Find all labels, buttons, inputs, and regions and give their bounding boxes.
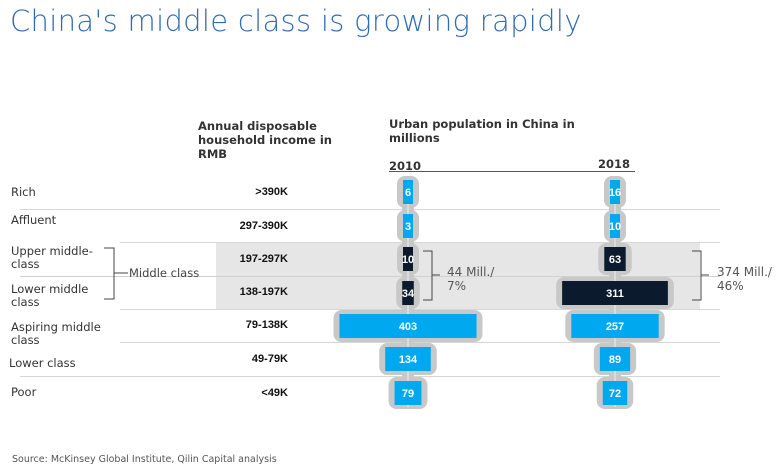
bar-2010-5 bbox=[385, 347, 431, 371]
year-2010-label: 2010 bbox=[389, 159, 422, 173]
bar-label-2010-3: 34 bbox=[402, 288, 415, 300]
population-header: Urban population in China in millions bbox=[389, 117, 575, 145]
bar-2018-0 bbox=[610, 180, 620, 204]
bar-2018-4 bbox=[571, 314, 659, 338]
bar-2018-2 bbox=[604, 247, 626, 271]
bar-label-2010-0: 6 bbox=[405, 187, 411, 199]
row-label-lower-class: Lower class bbox=[9, 356, 76, 370]
bar-label-2018-1: 10 bbox=[609, 221, 621, 233]
bar-label-2018-5: 89 bbox=[609, 354, 621, 366]
row-divider bbox=[120, 242, 720, 243]
annotation-2018: 374 Mill./ 46% bbox=[717, 265, 772, 293]
bar-2018-6 bbox=[602, 381, 628, 405]
annotation-2018-line2: 46% bbox=[717, 279, 744, 293]
income-header: Annual disposable household income in RM… bbox=[198, 119, 332, 161]
income-lower-middle: 138-197K bbox=[239, 286, 288, 298]
bar-label-2010-6: 79 bbox=[402, 388, 414, 400]
income-lower-class: 49-79K bbox=[251, 353, 288, 365]
income-affluent: 297-390K bbox=[239, 220, 288, 232]
annotation-2010: 44 Mill./ 7% bbox=[447, 265, 494, 293]
bar-label-2010-2: 10 bbox=[402, 254, 414, 266]
annotation-2010-line2: 7% bbox=[447, 279, 467, 293]
bar-2010-4 bbox=[339, 314, 477, 338]
bar-2010-1 bbox=[403, 214, 413, 238]
row-divider bbox=[20, 276, 720, 277]
income-poor: <49K bbox=[261, 387, 288, 399]
bracket-2010 bbox=[423, 250, 440, 301]
year-underline bbox=[389, 171, 635, 172]
bar-label-2018-3: 311 bbox=[606, 288, 624, 300]
annotation-2018-line1: 374 Mill./ bbox=[717, 265, 772, 279]
row-label-lower-middle: Lower middle class bbox=[11, 282, 89, 309]
bar-label-2018-0: 16 bbox=[609, 187, 621, 199]
income-aspiring: 79-138K bbox=[245, 319, 288, 331]
row-divider bbox=[20, 376, 720, 377]
bar-2010-0 bbox=[403, 180, 413, 204]
bar-label-2010-4: 403 bbox=[399, 321, 417, 333]
year-2018-label: 2018 bbox=[598, 157, 631, 171]
row-label-affluent: Affluent bbox=[11, 213, 57, 227]
row-label-poor: Poor bbox=[11, 385, 37, 399]
bar-label-2018-2: 63 bbox=[609, 254, 621, 266]
row-divider bbox=[120, 342, 720, 343]
bar-label-2018-4: 257 bbox=[606, 321, 624, 333]
row-divider bbox=[120, 309, 720, 310]
page-title: China's middle class is growing rapidly bbox=[10, 4, 582, 38]
middle-class-label: Middle class bbox=[129, 266, 200, 280]
bar-label-2018-6: 72 bbox=[609, 388, 621, 400]
middle-class-bracket bbox=[104, 247, 128, 300]
bar-2010-6 bbox=[394, 381, 422, 405]
source-note: Source: McKinsey Global Institute, Qilin… bbox=[12, 454, 277, 465]
bar-2018-3 bbox=[562, 281, 668, 305]
bar-2010-3 bbox=[402, 281, 414, 305]
bar-label-2010-1: 3 bbox=[405, 221, 411, 233]
annotation-2010-line1: 44 Mill./ bbox=[447, 265, 495, 279]
bar-label-2010-5: 134 bbox=[399, 354, 418, 366]
bar-2018-1 bbox=[610, 214, 620, 238]
bar-2018-5 bbox=[599, 347, 631, 371]
row-label-rich: Rich bbox=[11, 185, 36, 199]
bracket-2018 bbox=[692, 250, 709, 301]
row-label-aspiring: Aspiring middle class bbox=[11, 320, 101, 347]
income-upper-middle: 197-297K bbox=[239, 253, 288, 265]
bar-2010-2 bbox=[403, 247, 413, 271]
income-rich: >390K bbox=[255, 186, 288, 198]
row-label-upper-middle: Upper middle-class bbox=[11, 244, 93, 271]
row-divider bbox=[20, 209, 720, 210]
